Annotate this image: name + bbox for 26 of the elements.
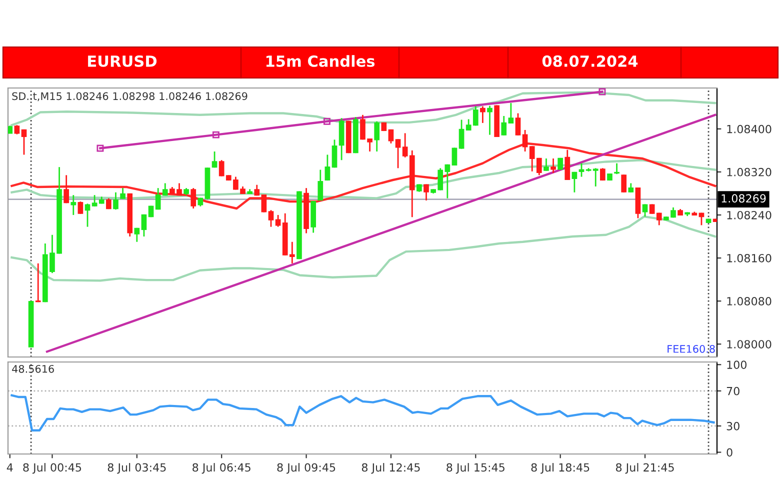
x-tick-label: 4	[6, 463, 13, 472]
chart-subtitle: 15m Candles	[266, 55, 375, 67]
x-tick-label: 8 Jul 15:45	[446, 463, 504, 474]
chart-title: EURUSD	[88, 55, 157, 67]
x-tick-label: 8 Jul 06:45	[192, 463, 250, 474]
y-tick-label: 1.08240	[727, 210, 772, 220]
y-tick-label: 100	[727, 360, 746, 370]
x-tick-label: 8 Jul 09:45	[277, 463, 336, 474]
x-tick-label: 8 Jul 03:45	[108, 463, 166, 474]
annotation: 48.5616	[12, 364, 54, 373]
x-tick-label: 8 Jul 12:45	[362, 463, 420, 474]
y-tick-label: 1.08160	[727, 254, 772, 262]
y-tick-label: 70	[726, 386, 740, 396]
y-tick-label: 1.08080	[727, 297, 772, 306]
x-tick-label: 8 Jul 18:45	[531, 463, 590, 474]
y-tick-label: 0	[726, 448, 732, 457]
text: 08.07.2024	[542, 55, 638, 67]
x-tick-label: 8 Jul 00:45	[23, 463, 82, 474]
y-tick-label: 1.08000	[727, 340, 772, 348]
y-tick-label: 30	[726, 422, 740, 430]
annotation: FEE160.8	[668, 344, 715, 353]
annotation: SD..t,M15 1.08246 1.08298 1.08246 1.08269	[12, 92, 248, 102]
y-tick-label: 1.08400	[727, 124, 772, 134]
x-tick-label: 8 Jul 21:45	[616, 463, 674, 474]
y-tick-label: 1.08320	[727, 168, 772, 176]
ref-line-label: 1.08269	[722, 194, 766, 203]
